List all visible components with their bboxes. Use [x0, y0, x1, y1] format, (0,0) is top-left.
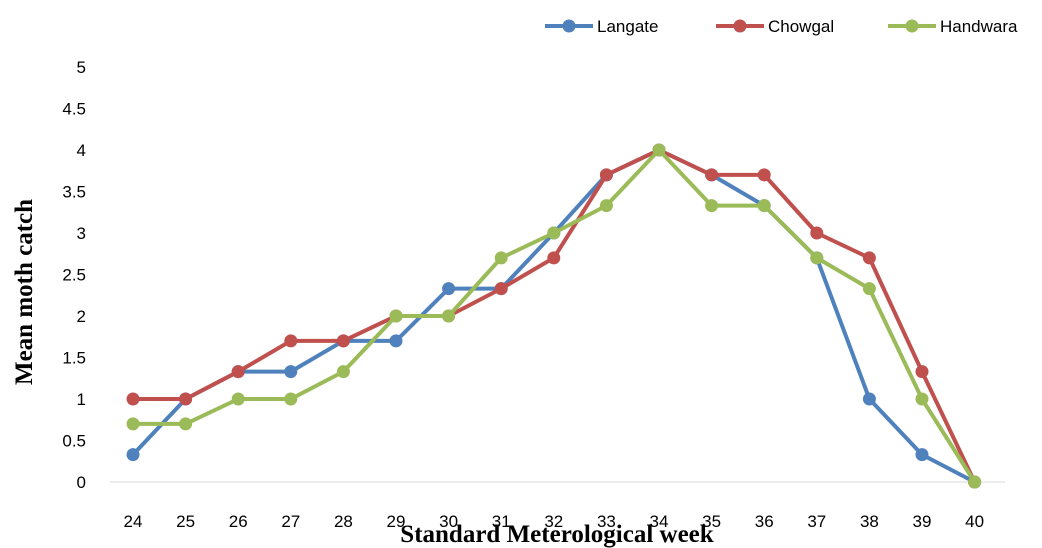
- data-point: [915, 392, 929, 406]
- y-tick-label: 3.5: [62, 183, 86, 202]
- data-point: [599, 168, 613, 182]
- x-tick-label: 31: [492, 512, 511, 531]
- x-tick-label: 27: [281, 512, 300, 531]
- y-tick-labels: 0 0.5 1 1.5 2 2.5 3 3.5 4 4.5 5: [62, 58, 86, 492]
- x-tick-label: 30: [439, 512, 458, 531]
- series-langate: [126, 143, 982, 489]
- data-point: [231, 365, 245, 379]
- data-point: [757, 168, 771, 182]
- y-tick-label: 1: [77, 390, 86, 409]
- data-point: [757, 199, 771, 213]
- y-tick-label: 0: [77, 473, 86, 492]
- y-tick-label: 4.5: [62, 100, 86, 119]
- data-point: [810, 251, 824, 265]
- x-axis-title: Standard Meterological week: [400, 521, 713, 548]
- x-tick-label: 40: [965, 512, 984, 531]
- y-tick-label: 2.5: [62, 266, 86, 285]
- legend: Langate Chowgal Handwara: [545, 17, 1018, 36]
- data-point: [336, 365, 350, 379]
- data-point: [442, 282, 456, 296]
- y-tick-label: 5: [77, 58, 86, 77]
- x-tick-label: 35: [702, 512, 721, 531]
- data-point: [705, 199, 719, 213]
- x-tick-label: 32: [544, 512, 563, 531]
- data-point: [705, 168, 719, 182]
- x-tick-label: 37: [807, 512, 826, 531]
- x-tick-label: 39: [913, 512, 932, 531]
- legend-item: Handwara: [888, 17, 1018, 36]
- data-point: [810, 226, 824, 240]
- data-point: [284, 365, 298, 379]
- y-tick-label: 3: [77, 224, 86, 243]
- data-point: [284, 392, 298, 406]
- x-tick-label: 26: [229, 512, 248, 531]
- data-point: [389, 334, 403, 348]
- data-point: [231, 392, 245, 406]
- y-tick-label: 0.5: [62, 432, 86, 451]
- data-point: [862, 282, 876, 296]
- data-point: [336, 334, 350, 348]
- legend-label: Langate: [597, 17, 658, 36]
- legend-label: Chowgal: [768, 17, 834, 36]
- data-point: [126, 417, 140, 431]
- x-tick-label: 28: [334, 512, 353, 531]
- x-tick-label: 34: [650, 512, 669, 531]
- series-line: [131, 148, 976, 484]
- series-line: [133, 148, 977, 483]
- data-point: [179, 417, 193, 431]
- data-point: [494, 251, 508, 265]
- data-point: [126, 392, 140, 406]
- data-point: [915, 448, 929, 462]
- legend-swatch-marker: [905, 19, 919, 33]
- x-tick-labels: 24 25 26 27 28 29 30 31 32 33 34 35 36 37 38 39 40: [124, 512, 985, 531]
- data-point: [494, 282, 508, 296]
- data-point: [968, 475, 982, 489]
- x-tick-label: 38: [860, 512, 879, 531]
- x-tick-label: 25: [176, 512, 195, 531]
- legend-item: Langate: [545, 17, 658, 36]
- legend-label: Handwara: [940, 17, 1018, 36]
- data-point: [389, 309, 403, 323]
- data-point: [284, 334, 298, 348]
- y-axis-title: Mean moth catch: [11, 199, 38, 385]
- data-point: [179, 392, 193, 406]
- legend-swatch-marker: [733, 19, 747, 33]
- series-handwara: [126, 143, 982, 489]
- data-point: [126, 448, 140, 462]
- series-line: [133, 148, 977, 484]
- legend-swatch-marker: [562, 19, 576, 33]
- x-tick-label: 33: [597, 512, 616, 531]
- data-point: [915, 365, 929, 379]
- legend-item: Chowgal: [716, 17, 834, 36]
- data-point: [652, 143, 666, 157]
- data-point: [547, 251, 561, 265]
- data-point: [599, 199, 613, 213]
- data-point: [862, 251, 876, 265]
- x-tick-label: 24: [124, 512, 143, 531]
- y-tick-label: 2: [77, 307, 86, 326]
- data-point: [547, 226, 561, 240]
- data-point: [862, 392, 876, 406]
- y-tick-label: 1.5: [62, 349, 86, 368]
- x-tick-label: 29: [387, 512, 406, 531]
- series-chowgal: [126, 143, 982, 489]
- data-point: [442, 309, 456, 323]
- y-tick-label: 4: [77, 141, 86, 160]
- x-tick-label: 36: [755, 512, 774, 531]
- series-group: [126, 143, 982, 489]
